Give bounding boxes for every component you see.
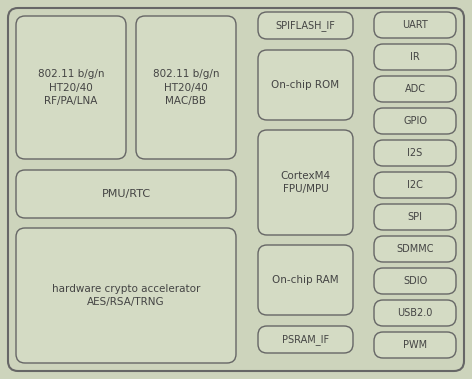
- FancyBboxPatch shape: [374, 332, 456, 358]
- FancyBboxPatch shape: [16, 228, 236, 363]
- Text: PSRAM_IF: PSRAM_IF: [282, 334, 329, 345]
- FancyBboxPatch shape: [258, 326, 353, 353]
- FancyBboxPatch shape: [374, 300, 456, 326]
- FancyBboxPatch shape: [374, 172, 456, 198]
- Text: UART: UART: [402, 20, 428, 30]
- Text: USB2.0: USB2.0: [397, 308, 433, 318]
- Text: SPIFLASH_IF: SPIFLASH_IF: [276, 20, 336, 31]
- Text: 802.11 b/g/n
HT20/40
RF/PA/LNA: 802.11 b/g/n HT20/40 RF/PA/LNA: [38, 69, 104, 106]
- FancyBboxPatch shape: [16, 16, 126, 159]
- FancyBboxPatch shape: [258, 12, 353, 39]
- Text: CortexM4
FPU/MPU: CortexM4 FPU/MPU: [280, 171, 330, 194]
- Text: SDMMC: SDMMC: [396, 244, 434, 254]
- FancyBboxPatch shape: [374, 44, 456, 70]
- Text: ADC: ADC: [405, 84, 425, 94]
- Text: On-chip ROM: On-chip ROM: [271, 80, 339, 90]
- FancyBboxPatch shape: [374, 140, 456, 166]
- FancyBboxPatch shape: [374, 76, 456, 102]
- Text: PMU/RTC: PMU/RTC: [101, 189, 151, 199]
- FancyBboxPatch shape: [136, 16, 236, 159]
- FancyBboxPatch shape: [374, 236, 456, 262]
- FancyBboxPatch shape: [258, 50, 353, 120]
- Text: SDIO: SDIO: [403, 276, 427, 286]
- FancyBboxPatch shape: [8, 8, 464, 371]
- FancyBboxPatch shape: [374, 12, 456, 38]
- FancyBboxPatch shape: [16, 170, 236, 218]
- FancyBboxPatch shape: [374, 268, 456, 294]
- Text: hardware crypto accelerator
AES/RSA/TRNG: hardware crypto accelerator AES/RSA/TRNG: [52, 284, 200, 307]
- Text: 802.11 b/g/n
HT20/40
MAC/BB: 802.11 b/g/n HT20/40 MAC/BB: [153, 69, 219, 106]
- FancyBboxPatch shape: [258, 130, 353, 235]
- FancyBboxPatch shape: [374, 204, 456, 230]
- Text: IR: IR: [410, 52, 420, 62]
- Text: I2S: I2S: [407, 148, 422, 158]
- FancyBboxPatch shape: [258, 245, 353, 315]
- Text: On-chip RAM: On-chip RAM: [272, 275, 339, 285]
- Text: SPI: SPI: [407, 212, 422, 222]
- FancyBboxPatch shape: [374, 108, 456, 134]
- Text: GPIO: GPIO: [403, 116, 427, 126]
- Text: PWM: PWM: [403, 340, 427, 350]
- Text: I2C: I2C: [407, 180, 423, 190]
